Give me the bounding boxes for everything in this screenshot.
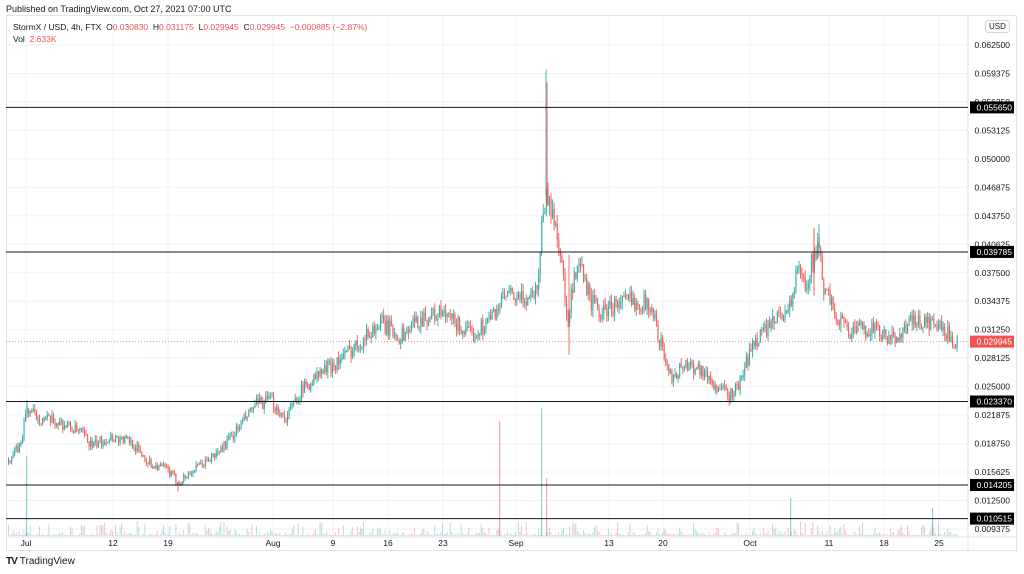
volume-bars <box>8 408 958 536</box>
svg-text:0.053125: 0.053125 <box>975 125 1011 135</box>
low-value: 0.029945 <box>203 22 239 32</box>
svg-text:0.021875: 0.021875 <box>975 410 1011 420</box>
close-label: C <box>243 22 250 32</box>
svg-text:20: 20 <box>658 538 668 548</box>
svg-text:Jul: Jul <box>21 538 32 548</box>
high-label: H <box>152 22 160 32</box>
low-label: L <box>198 22 204 32</box>
brand-name: TradingView <box>19 556 75 567</box>
svg-text:11: 11 <box>825 538 834 548</box>
svg-text:0.023370: 0.023370 <box>977 396 1013 406</box>
tradingview-logo-icon: TV <box>6 556 18 567</box>
symbol-label[interactable]: StormX / USD, 4h, FTX <box>13 22 102 32</box>
svg-text:0.009375: 0.009375 <box>975 524 1011 534</box>
svg-text:0.046875: 0.046875 <box>975 182 1011 192</box>
tradingview-logo[interactable]: TV TradingView <box>6 556 75 567</box>
svg-text:13: 13 <box>604 538 614 548</box>
svg-text:23: 23 <box>438 538 448 548</box>
svg-text:0.029945: 0.029945 <box>977 337 1013 347</box>
svg-text:0.050000: 0.050000 <box>975 154 1011 164</box>
svg-text:0.040625: 0.040625 <box>975 239 1011 249</box>
close-value: 0.029945 <box>249 22 286 32</box>
svg-text:0.014205: 0.014205 <box>977 480 1013 490</box>
svg-text:0.031250: 0.031250 <box>975 325 1011 335</box>
candles <box>8 69 958 492</box>
published-caption: Published on TradingView.com, Oct 27, 20… <box>6 4 232 14</box>
svg-text:0.059375: 0.059375 <box>975 68 1011 78</box>
volume-row: Vol 2.633K <box>13 33 367 45</box>
svg-text:19: 19 <box>163 538 173 548</box>
svg-text:0.043750: 0.043750 <box>975 211 1011 221</box>
svg-text:0.037500: 0.037500 <box>975 268 1011 278</box>
svg-text:0.028125: 0.028125 <box>975 353 1011 363</box>
change-value: −0.000885 (−2.87%) <box>289 22 368 32</box>
svg-text:Oct: Oct <box>743 538 757 548</box>
svg-text:0.012500: 0.012500 <box>975 496 1011 506</box>
svg-text:0.039785: 0.039785 <box>977 247 1013 257</box>
svg-text:18: 18 <box>879 538 889 548</box>
high-value: 0.031175 <box>159 22 194 32</box>
svg-text:12: 12 <box>108 538 118 548</box>
volume-value: 2.633K <box>29 34 57 44</box>
svg-text:0.018750: 0.018750 <box>975 439 1011 449</box>
volume-label: Vol <box>13 34 25 44</box>
open-label: O <box>106 22 113 32</box>
svg-text:0.025000: 0.025000 <box>975 382 1011 392</box>
svg-text:16: 16 <box>383 538 393 548</box>
ohlc-row: StormX / USD, 4h, FTX O0.030830 H0.03117… <box>13 21 367 33</box>
open-value: 0.030830 <box>112 22 149 32</box>
svg-text:0.010515: 0.010515 <box>977 514 1013 524</box>
svg-text:0.062500: 0.062500 <box>975 40 1011 50</box>
svg-text:Sep: Sep <box>508 538 523 548</box>
chart-frame <box>6 15 1017 551</box>
chart-legend: StormX / USD, 4h, FTX O0.030830 H0.03117… <box>13 21 367 45</box>
svg-text:0.015625: 0.015625 <box>975 467 1011 477</box>
currency-button[interactable]: USD <box>985 20 1010 33</box>
svg-text:9: 9 <box>331 538 336 548</box>
svg-text:0.034375: 0.034375 <box>975 296 1011 306</box>
svg-text:25: 25 <box>934 538 944 548</box>
svg-text:0.055650: 0.055650 <box>977 102 1013 112</box>
svg-text:Aug: Aug <box>265 538 280 548</box>
